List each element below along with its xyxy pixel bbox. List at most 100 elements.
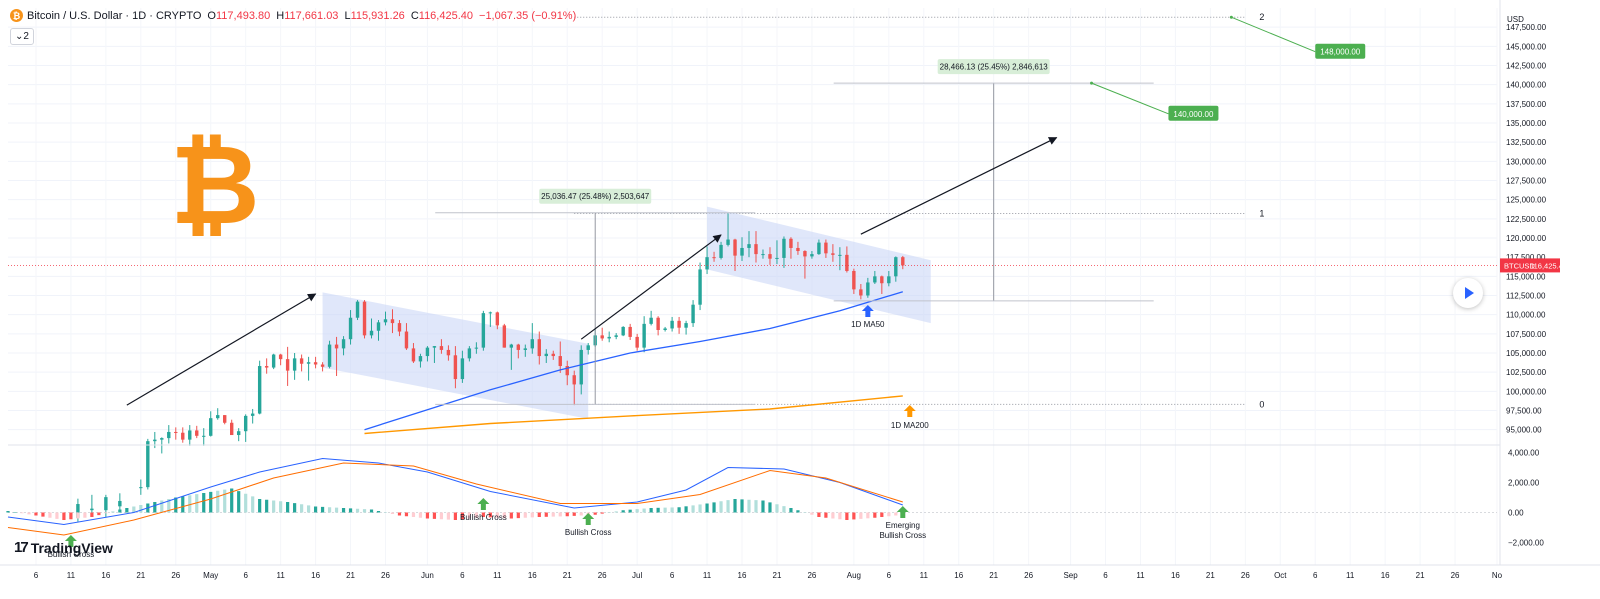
macd-histogram-bar [523, 512, 527, 518]
macd-histogram-bar [775, 504, 779, 513]
macd-histogram-bar [593, 512, 597, 515]
macd-histogram-bar [460, 512, 464, 520]
candle-body [160, 438, 164, 440]
target-label-text: 140,000.00 [1173, 110, 1214, 119]
candle-body [411, 348, 416, 362]
macd-histogram-bar [355, 508, 360, 513]
macd-histogram-bar [174, 497, 178, 513]
macd-histogram-bar [600, 512, 604, 514]
target-label-text: 148,000.00 [1320, 48, 1361, 57]
macd-axis-tick: 2,000.00 [1508, 479, 1540, 488]
candle-body [838, 254, 842, 256]
candle-body [859, 289, 863, 296]
candle-body [216, 415, 220, 419]
price-axis-tick: 95,000.00 [1506, 426, 1542, 435]
candle-body [362, 301, 367, 336]
candle-body [425, 347, 430, 357]
target-label-box [1168, 105, 1219, 121]
time-axis-tick: 21 [563, 571, 572, 580]
macd-histogram-bar [754, 500, 758, 513]
macd-histogram-bar [251, 496, 255, 513]
macd-histogram-bar [635, 509, 639, 513]
candle-body [285, 359, 290, 371]
price-axis-tick: 135,000.00 [1506, 119, 1547, 128]
macd-histogram-bar [216, 490, 220, 513]
candle-body [649, 317, 653, 324]
candle-body [397, 323, 402, 332]
time-axis-tick: 11 [67, 571, 76, 580]
candle-body [530, 339, 534, 349]
high-value: 117,661.03 [284, 9, 339, 22]
candle-body [901, 257, 905, 266]
bullish-cross-icon [896, 506, 909, 518]
price-axis-tick: 112,500.00 [1506, 292, 1546, 301]
macd-histogram-bar [27, 512, 31, 515]
time-axis-tick: 26 [171, 571, 180, 580]
candle-body [670, 320, 674, 329]
candle-body [845, 254, 849, 271]
trend-arrow [126, 293, 317, 406]
macd-histogram-bar [104, 512, 108, 514]
current-price-label: 116,425.40 [1530, 261, 1567, 270]
macd-histogram-bar [530, 512, 534, 518]
macd-histogram-bar [432, 512, 437, 519]
target-anchor [1090, 81, 1094, 85]
macd-histogram-bar [467, 512, 471, 519]
macd-histogram-bar [62, 512, 66, 520]
time-axis-tick: 6 [460, 571, 465, 580]
candle-body [264, 366, 269, 368]
candle-body [691, 304, 695, 324]
macd-histogram-bar [495, 512, 499, 518]
tradingview-logo[interactable]: 17 TradingView [14, 539, 113, 556]
play-icon[interactable] [1453, 278, 1483, 308]
candle-body [698, 269, 702, 305]
price-axis-tick: 140,000.00 [1506, 81, 1547, 90]
candle-body [390, 319, 395, 324]
macd-histogram-bar [831, 512, 835, 519]
macd-histogram-bar [614, 511, 618, 513]
target-label-box [1315, 43, 1366, 59]
macd-histogram-bar [90, 512, 94, 517]
candle-body [467, 348, 472, 359]
macd-histogram-bar [649, 508, 653, 513]
macd-histogram-bar [705, 503, 709, 513]
symbol-title[interactable]: Bitcoin / U.S. Dollar · 1D · CRYPTO [27, 9, 202, 22]
current-price-tag [1500, 258, 1560, 273]
candle-body [139, 487, 143, 489]
price-axis-tick: 107,500.00 [1506, 330, 1547, 339]
macd-histogram-bar [265, 499, 269, 513]
macd-histogram-bar [747, 499, 751, 513]
macd-histogram-bar [167, 499, 171, 513]
candle-body [537, 339, 541, 357]
candle-body [229, 422, 234, 436]
macd-axis-tick: 0.00 [1508, 509, 1524, 518]
candle-body [257, 366, 262, 414]
macd-histogram-bar [656, 507, 660, 513]
macd-histogram-bar [726, 500, 730, 513]
time-axis-tick: 11 [920, 571, 929, 580]
candle-body [565, 366, 569, 376]
candle-body [873, 276, 877, 283]
candle-body [460, 358, 465, 380]
time-axis-tick: 21 [136, 571, 145, 580]
time-axis-tick: 21 [1416, 571, 1425, 580]
candle-body [495, 312, 500, 326]
macd-histogram-bar [719, 501, 723, 513]
change-value: −1,067.35 (−0.91%) [479, 9, 577, 22]
indicators-toggle[interactable]: ⌄ 2 [10, 28, 34, 45]
time-axis-tick: 11 [1346, 571, 1355, 580]
candle-body [642, 323, 646, 348]
macd-histogram-bar [509, 512, 513, 519]
time-axis-tick: 16 [528, 571, 537, 580]
macd-histogram-bar [83, 512, 87, 518]
fib-level-label: 0 [1259, 399, 1264, 409]
time-axis-tick: 16 [1171, 571, 1180, 580]
candle-body [118, 500, 122, 507]
candle-body [894, 257, 898, 277]
macd-histogram-bar [6, 511, 10, 513]
time-axis-tick: 21 [346, 571, 355, 580]
macd-histogram-bar [733, 499, 737, 513]
